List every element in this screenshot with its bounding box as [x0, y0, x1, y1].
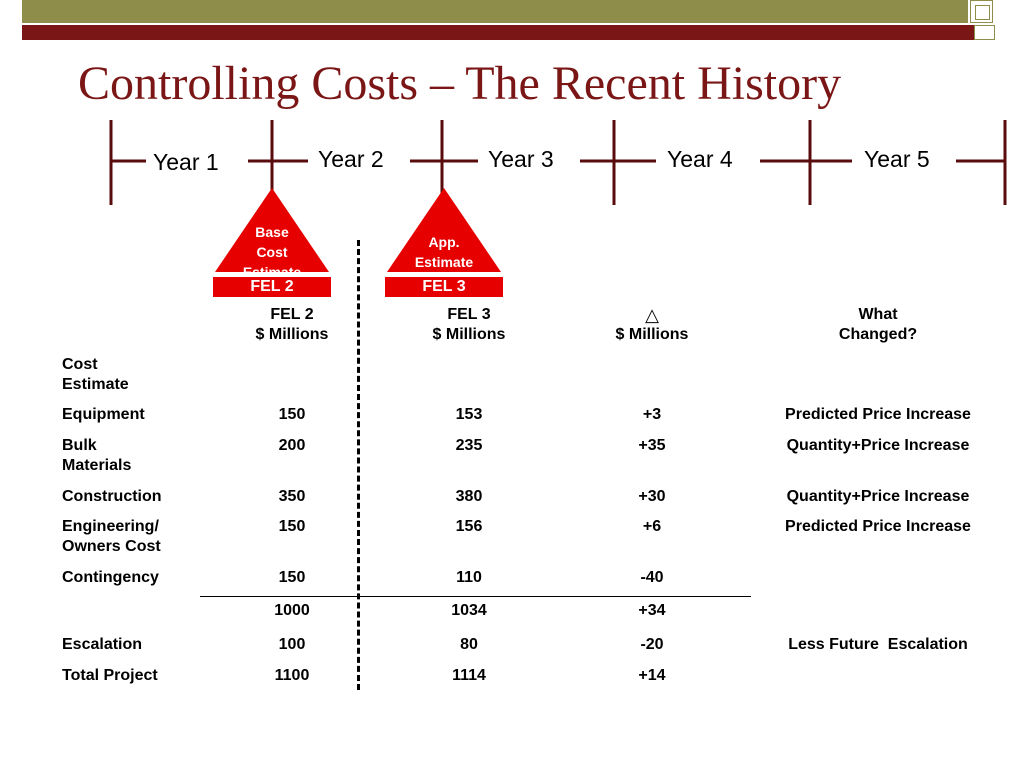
escalation-fel2: 100: [278, 636, 306, 653]
marker-label-line: Cost: [256, 244, 288, 260]
base-cost-estimate-marker: Base Cost Estimate FEL 2: [213, 0, 331, 300]
row-delta-value: -40: [640, 569, 664, 586]
subtotal-fel2: 1000: [274, 602, 310, 619]
year-3-label: Year 3: [488, 146, 554, 172]
total-delta: +14: [638, 667, 666, 684]
row-label-equipment: Equipment: [62, 406, 145, 423]
row-label-bulk-materials: Bulk Materials: [62, 437, 132, 474]
row-fel3-value: 156: [455, 518, 483, 535]
row-delta-value: +3: [642, 406, 662, 423]
delta-icon: △: [645, 305, 659, 325]
subtotal-delta: +34: [638, 602, 666, 619]
row-fel2-value: 150: [278, 406, 306, 423]
marker-label-line: Estimate: [242, 264, 302, 280]
escalation-what-changed: Less Future Escalation: [788, 636, 968, 653]
row-fel2-value: 350: [278, 488, 306, 505]
header-bar-maroon: [22, 25, 995, 40]
row-what-changed: Quantity+Price Increase: [786, 488, 970, 505]
row-fel3-value: 235: [455, 437, 483, 454]
slide-title: Controlling Costs – The Recent History: [78, 57, 842, 110]
fel-divider-dashed-line: [357, 240, 360, 690]
row-fel3-value: 380: [455, 488, 483, 505]
escalation-fel3: 80: [460, 636, 478, 653]
row-fel3-value: 153: [455, 406, 483, 423]
year-5-label: Year 5: [864, 146, 930, 172]
row-delta-value: +30: [638, 488, 666, 505]
year-4-label: Year 4: [667, 146, 733, 172]
header-bar-olive: [22, 0, 968, 23]
total-fel2: 1100: [274, 667, 310, 684]
row-label-construction: Construction: [62, 488, 162, 505]
row-fel3-value: 110: [456, 569, 482, 586]
row-fel2-value: 150: [278, 569, 306, 586]
fel2-stage-label: FEL 2: [213, 277, 331, 297]
marker-label-line: Estimate: [414, 254, 474, 270]
row-label-contingency: Contingency: [62, 569, 159, 586]
marker-label-line: Base: [255, 224, 289, 240]
fel3-stage-label: FEL 3: [385, 277, 503, 297]
header-fel3: FEL 3 $ Millions: [432, 306, 506, 343]
subtotal-rule: [200, 596, 751, 597]
row-what-changed: Predicted Price Increase: [785, 406, 971, 423]
subtotal-fel3: 1034: [451, 602, 487, 619]
year-2-label: Year 2: [318, 146, 384, 172]
section-label-cost-estimate: Cost Estimate: [62, 356, 129, 393]
row-label-engineering-owners-cost: Engineering/Owners Cost: [62, 518, 161, 555]
row-fel2-value: 150: [278, 518, 306, 535]
row-fel2-value: 200: [278, 437, 306, 454]
app-estimate-marker: App. Estimate FEL 3: [385, 0, 503, 300]
row-what-changed: Quantity+Price Increase: [786, 437, 970, 454]
row-delta-value: +35: [638, 437, 666, 454]
row-what-changed: Predicted Price Increase: [785, 518, 971, 535]
header-what-changed: What Changed?: [838, 306, 918, 343]
row-delta-value: +6: [642, 518, 662, 535]
total-fel3: 1114: [452, 667, 486, 684]
corner-square-icon: [970, 0, 993, 23]
row-label-escalation: Escalation: [62, 636, 143, 653]
marker-triangle-icon: [215, 188, 329, 272]
header-delta: △ $ Millions: [592, 305, 712, 345]
marker-label-line: App.: [428, 234, 460, 250]
escalation-delta: -20: [640, 636, 664, 653]
marker-triangle-icon: [387, 188, 501, 272]
year-1-label: Year 1: [153, 149, 219, 175]
header-fel2: FEL 2 $ Millions: [255, 306, 329, 343]
corner-square-icon-small: [974, 25, 995, 40]
row-label-total-project: Total Project: [62, 667, 158, 684]
